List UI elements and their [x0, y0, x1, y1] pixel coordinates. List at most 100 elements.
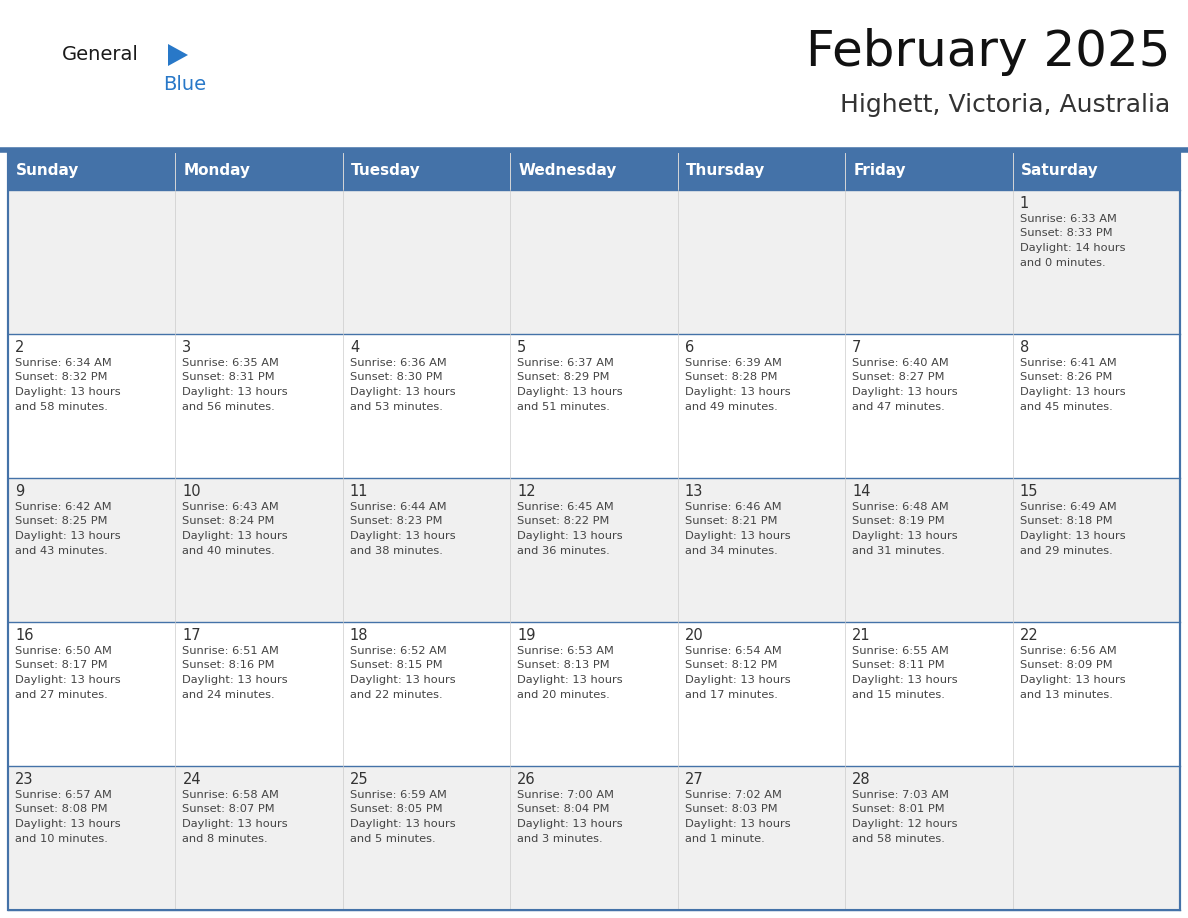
Text: Sunset: 8:25 PM: Sunset: 8:25 PM — [15, 517, 107, 527]
Text: Sunrise: 6:41 AM: Sunrise: 6:41 AM — [1019, 358, 1117, 368]
Bar — [677, 190, 845, 334]
Text: Sunset: 8:19 PM: Sunset: 8:19 PM — [852, 517, 944, 527]
Text: 4: 4 — [349, 340, 359, 355]
Bar — [1012, 622, 1180, 766]
Text: and 24 minutes.: and 24 minutes. — [183, 689, 276, 700]
Text: Wednesday: Wednesday — [518, 163, 617, 178]
Text: Sunset: 8:30 PM: Sunset: 8:30 PM — [349, 373, 442, 383]
Text: Sunrise: 6:33 AM: Sunrise: 6:33 AM — [1019, 214, 1117, 224]
Bar — [845, 152, 1012, 190]
Bar — [8, 190, 176, 334]
Text: 26: 26 — [517, 772, 536, 787]
Text: Sunrise: 6:40 AM: Sunrise: 6:40 AM — [852, 358, 949, 368]
Bar — [1012, 478, 1180, 622]
Text: and 58 minutes.: and 58 minutes. — [852, 834, 944, 844]
Text: Sunrise: 7:02 AM: Sunrise: 7:02 AM — [684, 790, 782, 800]
Text: and 15 minutes.: and 15 minutes. — [852, 689, 944, 700]
Text: Daylight: 13 hours: Daylight: 13 hours — [349, 819, 455, 829]
Text: Sunset: 8:16 PM: Sunset: 8:16 PM — [183, 660, 274, 670]
Bar — [176, 766, 343, 910]
Bar — [845, 478, 1012, 622]
Text: Sunrise: 6:54 AM: Sunrise: 6:54 AM — [684, 646, 782, 656]
Bar — [343, 190, 511, 334]
Text: Daylight: 13 hours: Daylight: 13 hours — [15, 531, 121, 541]
Text: Sunset: 8:23 PM: Sunset: 8:23 PM — [349, 517, 442, 527]
Bar — [845, 190, 1012, 334]
Text: Sunset: 8:01 PM: Sunset: 8:01 PM — [852, 804, 944, 814]
Text: Thursday: Thursday — [685, 163, 765, 178]
Text: Daylight: 13 hours: Daylight: 13 hours — [349, 675, 455, 685]
Bar — [677, 622, 845, 766]
Text: Daylight: 13 hours: Daylight: 13 hours — [852, 531, 958, 541]
Text: Sunday: Sunday — [15, 163, 80, 178]
Text: Daylight: 13 hours: Daylight: 13 hours — [852, 675, 958, 685]
Text: Sunset: 8:09 PM: Sunset: 8:09 PM — [1019, 660, 1112, 670]
Text: Sunrise: 6:49 AM: Sunrise: 6:49 AM — [1019, 502, 1117, 512]
Text: and 27 minutes.: and 27 minutes. — [15, 689, 108, 700]
Bar — [845, 766, 1012, 910]
Text: Saturday: Saturday — [1020, 163, 1099, 178]
Text: 24: 24 — [183, 772, 201, 787]
Text: Sunset: 8:26 PM: Sunset: 8:26 PM — [1019, 373, 1112, 383]
Text: Daylight: 13 hours: Daylight: 13 hours — [684, 675, 790, 685]
Bar — [343, 152, 511, 190]
Bar — [511, 622, 677, 766]
Text: and 53 minutes.: and 53 minutes. — [349, 401, 443, 411]
Text: and 5 minutes.: and 5 minutes. — [349, 834, 436, 844]
Text: Sunrise: 6:50 AM: Sunrise: 6:50 AM — [15, 646, 112, 656]
Polygon shape — [168, 44, 188, 66]
Text: Daylight: 13 hours: Daylight: 13 hours — [1019, 387, 1125, 397]
Text: Daylight: 13 hours: Daylight: 13 hours — [684, 531, 790, 541]
Text: 17: 17 — [183, 628, 201, 643]
Bar — [845, 622, 1012, 766]
Text: and 8 minutes.: and 8 minutes. — [183, 834, 268, 844]
Text: Sunset: 8:07 PM: Sunset: 8:07 PM — [183, 804, 276, 814]
Bar — [845, 334, 1012, 478]
Text: and 49 minutes.: and 49 minutes. — [684, 401, 777, 411]
Text: Daylight: 13 hours: Daylight: 13 hours — [183, 819, 287, 829]
Bar — [677, 334, 845, 478]
Text: 16: 16 — [15, 628, 33, 643]
Text: 25: 25 — [349, 772, 368, 787]
Bar — [176, 334, 343, 478]
Text: 28: 28 — [852, 772, 871, 787]
Bar — [176, 190, 343, 334]
Text: and 3 minutes.: and 3 minutes. — [517, 834, 604, 844]
Bar — [511, 190, 677, 334]
Text: Sunrise: 6:59 AM: Sunrise: 6:59 AM — [349, 790, 447, 800]
Text: 2: 2 — [15, 340, 25, 355]
Text: Friday: Friday — [853, 163, 905, 178]
Text: and 36 minutes.: and 36 minutes. — [517, 545, 609, 555]
Text: 20: 20 — [684, 628, 703, 643]
Text: Sunrise: 7:03 AM: Sunrise: 7:03 AM — [852, 790, 949, 800]
Bar — [511, 152, 677, 190]
Text: Sunrise: 6:34 AM: Sunrise: 6:34 AM — [15, 358, 112, 368]
Text: Sunset: 8:11 PM: Sunset: 8:11 PM — [852, 660, 944, 670]
Text: Monday: Monday — [183, 163, 251, 178]
Text: Daylight: 13 hours: Daylight: 13 hours — [1019, 675, 1125, 685]
Text: 10: 10 — [183, 484, 201, 499]
Text: 6: 6 — [684, 340, 694, 355]
Text: Sunrise: 6:39 AM: Sunrise: 6:39 AM — [684, 358, 782, 368]
Text: Daylight: 13 hours: Daylight: 13 hours — [183, 531, 287, 541]
Bar — [1012, 152, 1180, 190]
Text: Daylight: 14 hours: Daylight: 14 hours — [1019, 243, 1125, 253]
Text: Sunrise: 6:53 AM: Sunrise: 6:53 AM — [517, 646, 614, 656]
Text: and 20 minutes.: and 20 minutes. — [517, 689, 609, 700]
Text: Daylight: 13 hours: Daylight: 13 hours — [684, 819, 790, 829]
Text: Sunrise: 6:51 AM: Sunrise: 6:51 AM — [183, 646, 279, 656]
Text: and 13 minutes.: and 13 minutes. — [1019, 689, 1112, 700]
Text: Sunset: 8:29 PM: Sunset: 8:29 PM — [517, 373, 609, 383]
Bar — [1012, 190, 1180, 334]
Text: 18: 18 — [349, 628, 368, 643]
Text: Sunset: 8:04 PM: Sunset: 8:04 PM — [517, 804, 609, 814]
Text: 9: 9 — [15, 484, 24, 499]
Text: Daylight: 13 hours: Daylight: 13 hours — [517, 387, 623, 397]
Text: Sunrise: 6:56 AM: Sunrise: 6:56 AM — [1019, 646, 1117, 656]
Text: and 0 minutes.: and 0 minutes. — [1019, 258, 1105, 267]
Bar — [176, 478, 343, 622]
Text: Highett, Victoria, Australia: Highett, Victoria, Australia — [840, 93, 1170, 117]
Text: and 40 minutes.: and 40 minutes. — [183, 545, 276, 555]
Text: Sunset: 8:24 PM: Sunset: 8:24 PM — [183, 517, 274, 527]
Text: 7: 7 — [852, 340, 861, 355]
